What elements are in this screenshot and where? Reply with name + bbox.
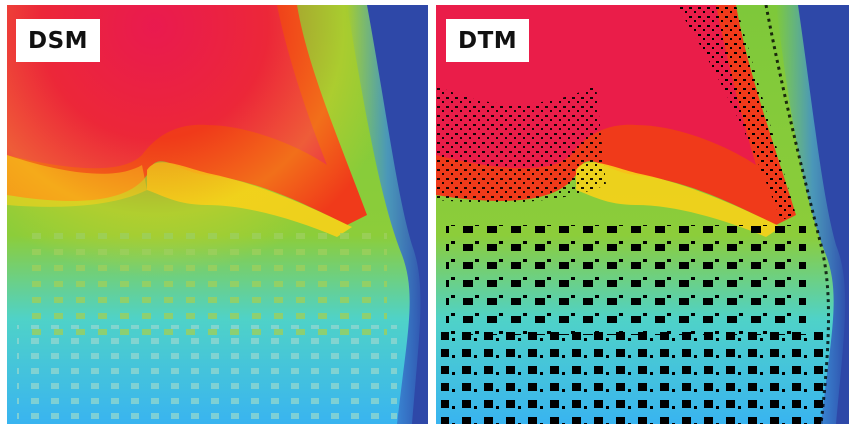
dtm-panel: DTM	[436, 5, 849, 424]
dtm-label: DTM	[446, 19, 530, 62]
dsm-panel: DSM	[7, 5, 428, 424]
dsm-elevation-map	[7, 5, 428, 424]
dtm-elevation-map	[436, 5, 849, 424]
dsm-label: DSM	[16, 19, 101, 62]
